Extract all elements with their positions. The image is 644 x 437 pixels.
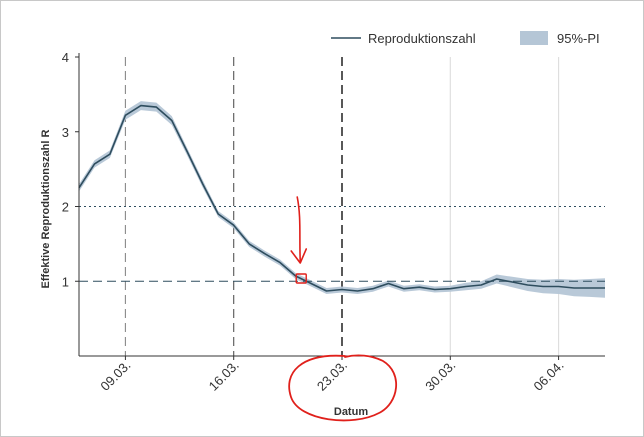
y-axis-title: Effektive Reproduktionszahl R <box>40 129 52 288</box>
x-tick-label-2: 23.03. <box>314 358 350 394</box>
red-circle-annotation <box>288 354 398 422</box>
x-axis-title: Datum <box>334 406 368 418</box>
red-arrow-head <box>290 248 308 264</box>
reproduktionszahl-line <box>78 104 605 292</box>
legend-band-swatch <box>520 31 548 45</box>
legend-label-95-pi: 95%-PI <box>557 31 600 46</box>
y-tick-label-4: 4 <box>62 50 69 65</box>
r-series-line <box>78 104 605 292</box>
red-highlight-box <box>295 273 307 284</box>
legend: Reproduktionszahl 95%-PI <box>331 31 600 46</box>
tick-labels: 1 2 3 4 09.03. 16.03. 23.03. 30.03. 06.04. <box>62 50 567 394</box>
red-arrow-shaft <box>296 196 302 262</box>
x-tick-label-3: 30.03. <box>422 358 458 394</box>
legend-label-reproduktionszahl: Reproduktionszahl <box>368 31 476 46</box>
reference-lines <box>79 205 605 282</box>
x-tick-label-1: 16.03. <box>206 358 242 394</box>
y-tick-label-1: 1 <box>62 274 69 289</box>
y-tick-label-3: 3 <box>62 125 69 140</box>
y-tick-label-2: 2 <box>62 200 69 215</box>
x-tick-label-4: 06.04. <box>531 358 567 394</box>
annotations <box>288 196 398 422</box>
x-tick-label-0: 09.03. <box>97 358 133 394</box>
